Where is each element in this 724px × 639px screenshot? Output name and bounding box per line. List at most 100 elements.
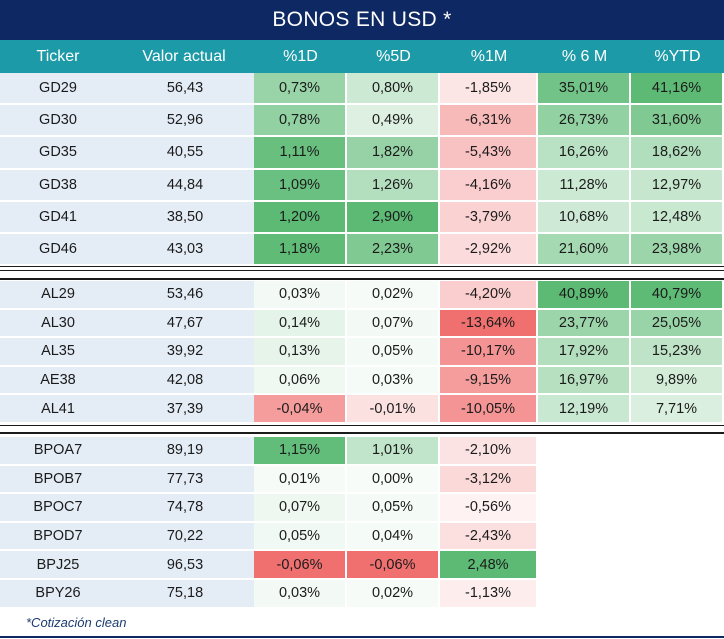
cell-pct-ytd: 12,97% <box>631 169 724 202</box>
cell-pct-ytd: 25,05% <box>631 309 724 339</box>
cell-pct-ytd <box>631 465 724 495</box>
cell-pct-1d: 0,03% <box>254 281 347 310</box>
table-row: AL30 47,67 0,14% 0,07% -13,64% 23,77% 25,05% <box>0 309 724 339</box>
cell-pct-1d: 0,05% <box>254 522 347 552</box>
cell-pct-1m: -10,05% <box>440 395 538 424</box>
cell-pct-6m <box>538 522 631 552</box>
cell-valor-actual: 39,92 <box>116 338 254 367</box>
cell-pct-6m <box>538 494 631 523</box>
cell-valor-actual: 75,18 <box>116 580 254 609</box>
table-row: GD38 44,84 1,09% 1,26% -4,16% 11,28% 12,97% <box>0 169 724 202</box>
cell-pct-1m: 2,48% <box>440 551 538 580</box>
cell-pct-1d: 0,78% <box>254 105 347 138</box>
group-separator <box>0 270 724 271</box>
group-separator <box>0 278 724 280</box>
cell-pct-ytd: 15,23% <box>631 338 724 367</box>
cell-pct-6m: 35,01% <box>538 73 631 106</box>
cell-ticker: GD35 <box>0 137 116 170</box>
cell-pct-ytd: 9,89% <box>631 366 724 396</box>
cell-pct-ytd <box>631 437 724 466</box>
cell-ticker: BPY26 <box>0 580 116 609</box>
header-pct-6m: % 6 M <box>561 48 608 65</box>
cell-pct-1d: 1,11% <box>254 137 347 170</box>
footnote: *Cotización clean <box>26 615 127 630</box>
cell-pct-6m: 16,97% <box>538 366 631 396</box>
cell-pct-1d: 0,14% <box>254 309 347 339</box>
cell-pct-1d: 0,06% <box>254 366 347 396</box>
cell-ticker: GD41 <box>0 201 116 234</box>
cell-pct-6m: 10,68% <box>538 201 631 234</box>
cell-pct-1d: -0,06% <box>254 551 347 580</box>
table-row: BPY26 75,18 0,03% 0,02% -1,13% <box>0 580 724 609</box>
cell-pct-ytd <box>631 494 724 523</box>
cell-pct-6m <box>538 465 631 495</box>
cell-pct-5d: 2,23% <box>347 234 440 267</box>
cell-pct-5d: 0,03% <box>347 366 440 396</box>
cell-pct-1d: 1,09% <box>254 169 347 202</box>
cell-pct-1m: -9,15% <box>440 366 538 396</box>
cell-pct-ytd: 31,60% <box>631 105 724 138</box>
cell-pct-6m: 11,28% <box>538 169 631 202</box>
cell-ticker: BPJ25 <box>0 551 116 580</box>
cell-ticker: BPOA7 <box>0 437 116 466</box>
column-header-row: Ticker Valor actual %1D %5D %1M % 6 M %YTD <box>0 40 724 73</box>
cell-ticker: GD30 <box>0 105 116 138</box>
cell-pct-1d: 1,18% <box>254 234 347 267</box>
cell-pct-1m: -2,10% <box>440 437 538 466</box>
cell-pct-ytd <box>631 580 724 609</box>
cell-ticker: AL41 <box>0 395 116 424</box>
cell-pct-6m: 21,60% <box>538 234 631 267</box>
cell-pct-1d: 0,13% <box>254 338 347 367</box>
cell-pct-1d: 0,73% <box>254 73 347 106</box>
cell-ticker: BPOB7 <box>0 465 116 495</box>
table-row: GD29 56,43 0,73% 0,80% -1,85% 35,01% 41,16% <box>0 73 724 106</box>
table-row: GD30 52,96 0,78% 0,49% -6,31% 26,73% 31,60% <box>0 105 724 138</box>
table-row: BPJ25 96,53 -0,06% -0,06% 2,48% <box>0 551 724 580</box>
cell-ticker: AL30 <box>0 309 116 339</box>
cell-pct-6m: 16,26% <box>538 137 631 170</box>
cell-valor-actual: 56,43 <box>116 73 254 106</box>
cell-pct-5d: 2,90% <box>347 201 440 234</box>
table-row: BPOD7 70,22 0,05% 0,04% -2,43% <box>0 522 724 552</box>
cell-pct-1m: -4,20% <box>440 281 538 310</box>
cell-pct-ytd: 23,98% <box>631 234 724 267</box>
cell-pct-5d: -0,06% <box>347 551 440 580</box>
table-row: BPOA7 89,19 1,15% 1,01% -2,10% <box>0 437 724 466</box>
cell-pct-1m: -3,12% <box>440 465 538 495</box>
cell-pct-1m: -1,13% <box>440 580 538 609</box>
cell-pct-5d: 0,80% <box>347 73 440 106</box>
table-row: GD41 38,50 1,20% 2,90% -3,79% 10,68% 12,48% <box>0 201 724 234</box>
header-pct-ytd: %YTD <box>654 48 701 65</box>
cell-pct-1m: -0,56% <box>440 494 538 523</box>
cell-pct-6m: 17,92% <box>538 338 631 367</box>
cell-pct-6m <box>538 437 631 466</box>
cell-pct-ytd: 40,79% <box>631 281 724 310</box>
cell-pct-ytd <box>631 551 724 580</box>
cell-valor-actual: 74,78 <box>116 494 254 523</box>
cell-pct-6m: 12,19% <box>538 395 631 424</box>
cell-valor-actual: 43,03 <box>116 234 254 267</box>
cell-valor-actual: 52,96 <box>116 105 254 138</box>
cell-pct-1m: -4,16% <box>440 169 538 202</box>
cell-pct-ytd: 41,16% <box>631 73 724 106</box>
header-pct-1d: %1D <box>283 48 318 65</box>
table-row: AL41 37,39 -0,04% -0,01% -10,05% 12,19% 7,71% <box>0 395 724 424</box>
cell-valor-actual: 47,67 <box>116 309 254 339</box>
table-row: AL35 39,92 0,13% 0,05% -10,17% 17,92% 15,23% <box>0 338 724 367</box>
cell-valor-actual: 96,53 <box>116 551 254 580</box>
cell-ticker: AE38 <box>0 366 116 396</box>
cell-pct-6m: 26,73% <box>538 105 631 138</box>
cell-pct-5d: 0,49% <box>347 105 440 138</box>
cell-valor-actual: 38,50 <box>116 201 254 234</box>
cell-valor-actual: 37,39 <box>116 395 254 424</box>
header-pct-1m: %1M <box>470 48 508 65</box>
cell-pct-1d: 0,03% <box>254 580 347 609</box>
cell-ticker: BPOD7 <box>0 522 116 552</box>
cell-valor-actual: 70,22 <box>116 522 254 552</box>
group-separator <box>0 432 724 434</box>
table-row: BPOC7 74,78 0,07% 0,05% -0,56% <box>0 494 724 523</box>
cell-pct-1m: -2,92% <box>440 234 538 267</box>
header-valor-actual: Valor actual <box>142 48 226 65</box>
bottom-border <box>0 636 724 638</box>
